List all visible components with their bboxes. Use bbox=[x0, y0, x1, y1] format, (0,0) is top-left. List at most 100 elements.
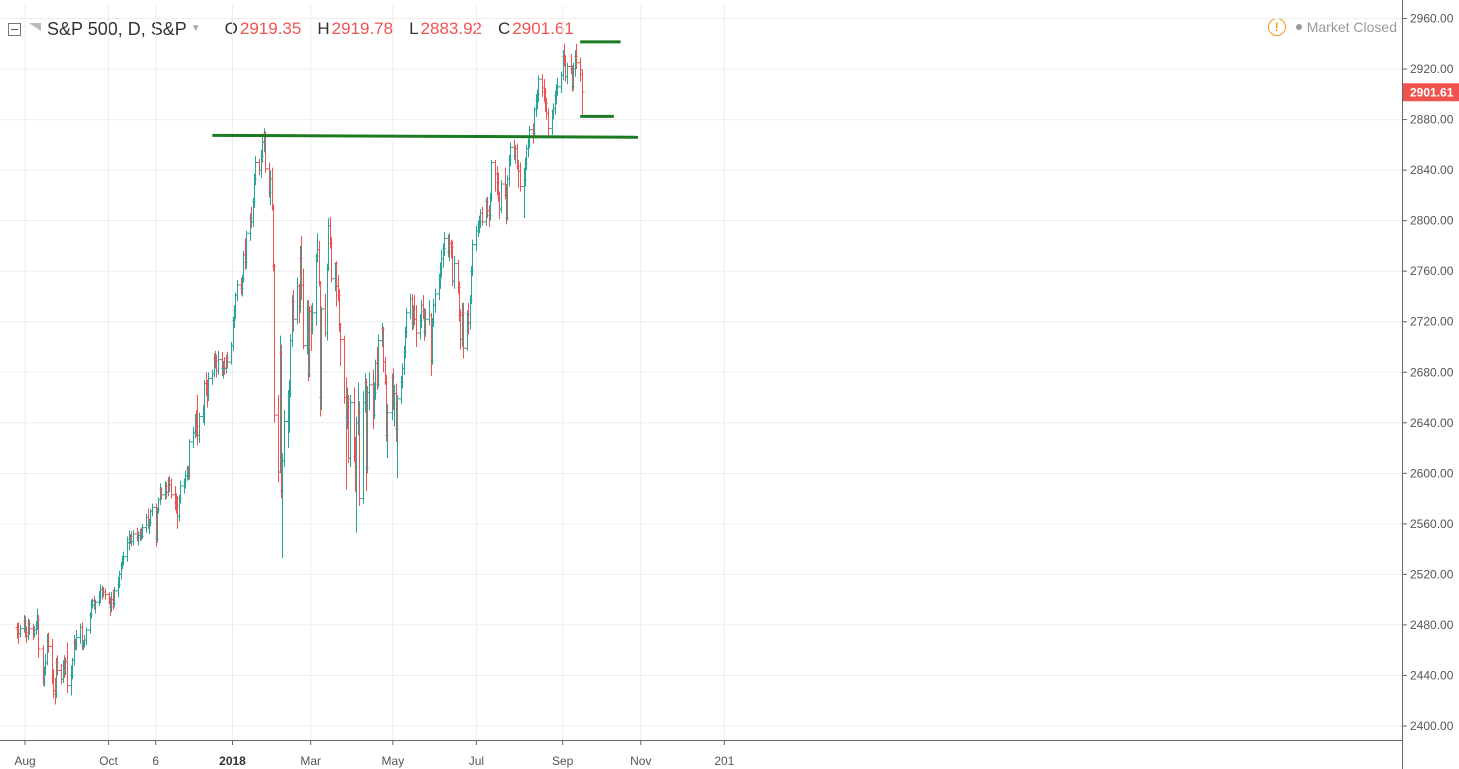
open-key: O bbox=[224, 19, 238, 38]
ohlc-bar bbox=[433, 288, 438, 313]
x-tick-label: 2018 bbox=[219, 754, 246, 768]
ohlc-bar bbox=[470, 239, 475, 277]
flag-icon bbox=[29, 23, 41, 31]
ohlc-bar bbox=[442, 232, 447, 257]
ohlc-bar bbox=[36, 614, 41, 658]
ohlc-bar bbox=[295, 277, 300, 325]
x-tick-label: Aug bbox=[14, 754, 35, 768]
ohlc-bar bbox=[46, 632, 51, 653]
chart-legend: S&P 500, D, S&P ▼ O 2919.35 H 2919.78 L … bbox=[8, 18, 590, 40]
ohlc-bar bbox=[125, 536, 130, 562]
ohlc-bar bbox=[367, 372, 372, 411]
ohlc-bar bbox=[159, 487, 164, 500]
ohlc-bar bbox=[342, 335, 347, 404]
ohlc-bar bbox=[518, 162, 523, 192]
ohlc-bar bbox=[178, 480, 183, 504]
ohlc-bar bbox=[555, 77, 560, 96]
x-tick-label: Mar bbox=[300, 754, 321, 768]
ohlc-bar bbox=[78, 623, 83, 644]
ohlc-bar bbox=[317, 240, 322, 287]
ohlc-bar bbox=[474, 225, 479, 251]
ohlc-bar bbox=[508, 142, 513, 167]
ohlc-bar bbox=[144, 513, 149, 533]
ohlc-bar bbox=[301, 268, 306, 350]
x-tick-label: 6 bbox=[152, 754, 159, 768]
ohlc-bar bbox=[338, 322, 343, 366]
market-status-text: Market Closed bbox=[1306, 19, 1397, 35]
ohlc-bar bbox=[84, 627, 89, 646]
ohlc-bar bbox=[74, 629, 79, 651]
ohlc-bar bbox=[59, 664, 64, 685]
ohlc-bar bbox=[191, 426, 196, 449]
symbol-label[interactable]: S&P 500, D, S&P bbox=[47, 19, 187, 39]
chart-grid bbox=[0, 5, 1402, 740]
x-tick-label: Jul bbox=[469, 754, 484, 768]
ohlc-bar bbox=[489, 160, 494, 202]
y-tick-label: 2600.00 bbox=[1410, 466, 1454, 480]
ohlc-bar bbox=[540, 74, 545, 97]
ohlc-bar bbox=[235, 280, 240, 302]
y-tick-label: 2440.00 bbox=[1410, 668, 1454, 682]
collapse-icon[interactable] bbox=[8, 22, 21, 36]
ohlc-bar bbox=[574, 43, 579, 70]
ohlc-bar bbox=[314, 253, 319, 326]
ohlc-bar bbox=[131, 530, 136, 546]
ohlc-bar bbox=[546, 108, 551, 138]
y-tick-label: 2560.00 bbox=[1410, 517, 1454, 531]
x-tick-label: Nov bbox=[630, 754, 651, 768]
ohlc-bar bbox=[325, 263, 330, 341]
y-tick-label: 2880.00 bbox=[1410, 113, 1454, 127]
annotations-layer bbox=[212, 40, 639, 139]
ohlc-bar bbox=[272, 263, 277, 423]
ohlc-bar bbox=[499, 180, 504, 214]
candles-layer bbox=[15, 43, 585, 705]
y-tick-label: 2760.00 bbox=[1410, 264, 1454, 278]
ohlc-bar bbox=[361, 391, 366, 504]
ohlc-bar bbox=[187, 439, 192, 480]
ohlc-bar bbox=[225, 352, 230, 369]
high-value: 2919.78 bbox=[331, 19, 394, 38]
ohlc-bar bbox=[276, 394, 281, 483]
ohlc-bar bbox=[150, 503, 155, 517]
x-tick-label: May bbox=[382, 754, 405, 768]
y-tick-label: 2400.00 bbox=[1410, 719, 1454, 733]
chevron-down-icon[interactable]: ▼ bbox=[190, 23, 201, 34]
ohlc-bar bbox=[348, 394, 353, 468]
ohlc-bar bbox=[310, 302, 315, 335]
close-value: 2901.61 bbox=[512, 19, 574, 38]
y-tick-label: 2840.00 bbox=[1410, 163, 1454, 177]
y-tick-label: 2800.00 bbox=[1410, 214, 1454, 228]
ohlc-bar bbox=[112, 587, 117, 608]
low-key: L bbox=[409, 19, 419, 38]
ohlc-bar bbox=[257, 158, 262, 176]
ohlc-bar bbox=[253, 156, 258, 186]
ohlc-bar bbox=[271, 204, 276, 272]
ohlc-bar bbox=[244, 230, 249, 269]
ohlc-bar bbox=[121, 551, 126, 566]
ohlc-bar bbox=[93, 599, 98, 614]
high-key: H bbox=[317, 19, 330, 38]
ohlc-bar bbox=[55, 655, 60, 676]
ohlc-bar bbox=[376, 334, 381, 388]
ohlc-bar bbox=[197, 412, 202, 443]
ohlc-bar bbox=[65, 642, 70, 694]
y-tick-label: 2480.00 bbox=[1410, 618, 1454, 632]
y-tick-label: 2920.00 bbox=[1410, 62, 1454, 76]
ohlc-bar bbox=[169, 478, 174, 499]
ohlc-bar bbox=[357, 401, 362, 507]
ohlc-bar bbox=[395, 394, 400, 479]
status-dot-icon bbox=[1295, 24, 1302, 30]
ohlc-bar bbox=[452, 256, 457, 289]
ohlc-bar bbox=[263, 131, 268, 173]
y-tick-label: 2960.00 bbox=[1410, 12, 1454, 26]
ohlc-bar bbox=[206, 372, 211, 402]
ohlc-bar bbox=[270, 167, 275, 211]
ohlc-bar bbox=[423, 309, 428, 337]
last-price-badge bbox=[1403, 83, 1459, 102]
ohlc-bar bbox=[565, 62, 570, 85]
ohlc-bar bbox=[404, 307, 409, 339]
ohlc-bar bbox=[216, 350, 221, 375]
x-tick-label: 201 bbox=[714, 754, 734, 768]
